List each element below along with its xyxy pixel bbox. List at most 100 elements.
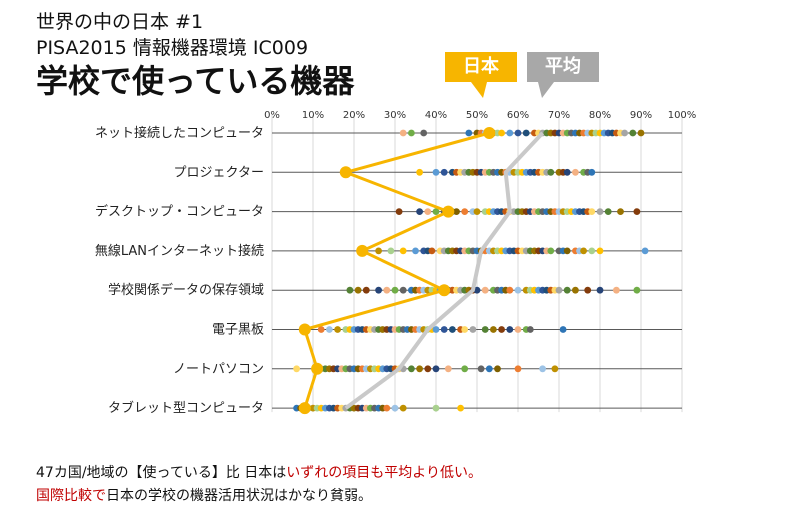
country-dot [514, 129, 522, 137]
country-dot [539, 365, 546, 373]
legend-japan: 日本 [445, 52, 517, 82]
country-dot [383, 404, 391, 412]
footer-line-1-highlight: いずれの項目も平均より低い。 [286, 465, 483, 481]
country-dot [399, 404, 407, 412]
country-dot [453, 208, 460, 216]
category-label: 無線LANインターネット接続 [95, 243, 264, 259]
country-dot [375, 247, 382, 255]
x-tick-label: 40% [425, 110, 447, 121]
japan-point [298, 323, 311, 336]
country-dot [416, 168, 423, 176]
category-label: ネット接続したコンピュータ [95, 125, 264, 141]
country-dot [346, 286, 354, 294]
country-dot [596, 208, 604, 216]
country-dot [354, 286, 362, 294]
category-label: ノートパソコン [173, 362, 264, 377]
category-label: 電子黒板 [212, 323, 264, 338]
country-dot [563, 286, 571, 294]
country-dot [506, 326, 514, 333]
country-dot [408, 365, 415, 373]
country-dot [494, 365, 501, 373]
country-dot [416, 365, 423, 373]
country-dot [572, 286, 579, 294]
country-dot [514, 286, 522, 294]
country-dot [461, 208, 469, 216]
country-dot [526, 326, 534, 333]
country-dot [551, 365, 559, 373]
category-label: デスクトップ・コンピュータ [95, 204, 264, 220]
x-tick-label: 30% [384, 110, 406, 121]
x-tick-label: 10% [302, 110, 324, 121]
country-dot [588, 208, 596, 216]
country-dot [420, 129, 428, 137]
header-line-2: PISA2015 情報機器環境 IC009 [36, 37, 309, 59]
country-dot [387, 247, 395, 255]
country-dot [424, 208, 432, 216]
country-dot [293, 365, 300, 373]
japan-point [311, 362, 324, 375]
category-label: 学校関係データの保存領域 [108, 282, 264, 298]
japan-point [298, 402, 311, 415]
footer-line-2-highlight: 国際比較で [36, 488, 106, 504]
country-dot [391, 286, 399, 294]
japan-point [442, 205, 455, 218]
country-dot [449, 326, 456, 333]
country-dot [461, 326, 469, 333]
footer-line-1-text: 47カ国/地域の【使っている】比 日本は [36, 465, 287, 481]
legend-average-pointer [538, 82, 554, 98]
country-dot [432, 326, 440, 333]
x-tick-label: 60% [507, 110, 529, 121]
country-dot [522, 129, 530, 137]
x-tick-label: 20% [343, 110, 365, 121]
country-dot [498, 326, 505, 333]
x-tick-label: 90% [630, 110, 652, 121]
country-dot [424, 365, 432, 373]
country-dot [395, 208, 403, 216]
country-dot [641, 247, 649, 255]
country-dot [432, 365, 440, 373]
country-dot [506, 129, 514, 137]
country-dot [444, 365, 452, 373]
x-tick-label: 100% [668, 110, 697, 121]
country-dot [375, 286, 382, 294]
country-dot [362, 286, 370, 294]
header-line-1: 世界の中の日本 #1 [36, 11, 204, 33]
country-dot [461, 365, 469, 373]
country-dot [584, 286, 592, 294]
footer-line-1: 47カ国/地域の【使っている】比 日本はいずれの項目も平均より低い。 [36, 462, 482, 482]
legend-average: 平均 [527, 52, 599, 82]
country-dot [629, 129, 637, 137]
legend-japan-pointer [471, 82, 487, 98]
average-series-line [344, 131, 545, 410]
country-dot [317, 326, 325, 333]
country-dot [514, 326, 522, 333]
country-dot [383, 286, 391, 294]
japan-point [483, 127, 496, 139]
x-tick-label: 70% [548, 110, 570, 121]
country-dot [633, 286, 641, 294]
x-tick-label: 50% [466, 110, 488, 121]
country-dot [408, 129, 415, 137]
country-dot [506, 286, 514, 294]
country-dot [432, 168, 440, 176]
country-dot [596, 286, 604, 294]
country-dot [432, 404, 440, 412]
japan-series-line [303, 131, 490, 409]
country-dot [572, 168, 579, 176]
country-dot [633, 208, 641, 216]
country-dot [563, 247, 571, 255]
country-dot [399, 247, 407, 255]
country-dot [399, 286, 407, 294]
country-dot [391, 404, 399, 412]
country-dot [490, 326, 497, 333]
country-dot [498, 129, 505, 137]
country-dot [613, 286, 620, 294]
country-dot [621, 129, 628, 137]
country-dot [416, 208, 423, 216]
page-title: 学校で使っている機器 [36, 62, 355, 100]
japan-point [356, 244, 369, 257]
country-dot [440, 168, 448, 176]
country-dot [465, 129, 473, 137]
country-dot [637, 129, 645, 137]
country-dot [485, 365, 493, 373]
